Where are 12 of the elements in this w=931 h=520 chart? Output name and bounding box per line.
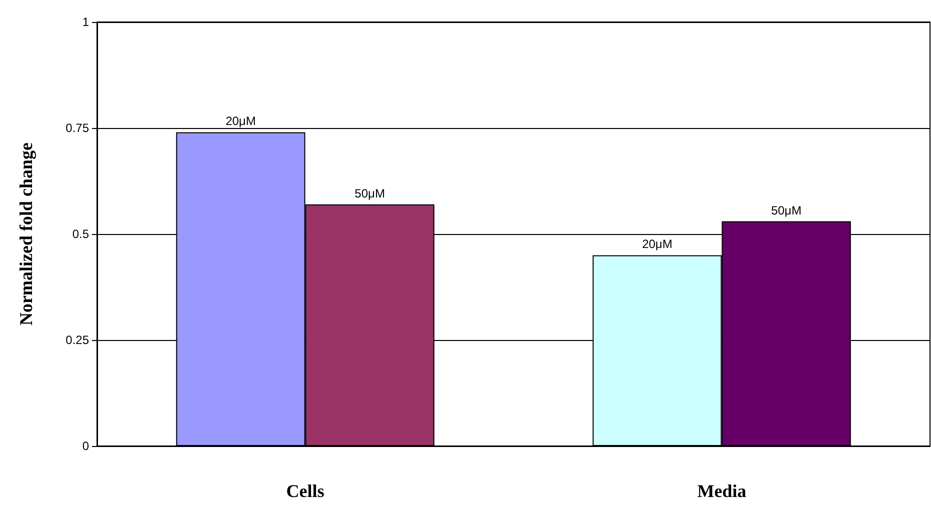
- y-tick-label: 0.5: [72, 227, 90, 241]
- y-tick-label: 0: [82, 439, 90, 453]
- x-tick-label: Cells: [286, 481, 324, 501]
- series-label: 20μM: [226, 114, 256, 128]
- y-tick-label: 0.25: [66, 333, 90, 347]
- text: 20μM: [642, 237, 672, 252]
- series-label: 50μM: [354, 186, 385, 200]
- text: 50μM: [771, 203, 802, 218]
- y-axis-title: Normalized fold change: [16, 142, 36, 326]
- y-tick-label: 0.75: [66, 121, 90, 135]
- y-tick-label: 1: [82, 15, 90, 29]
- x-tick-label: Media: [697, 481, 746, 501]
